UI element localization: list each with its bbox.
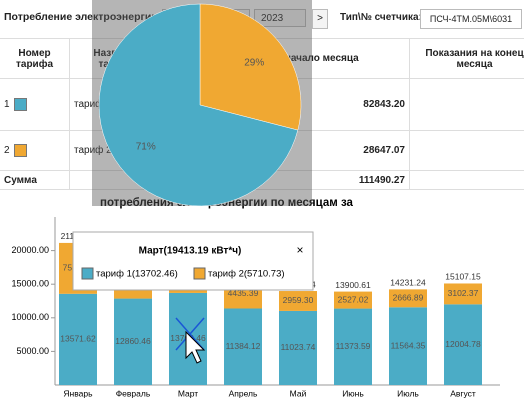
mouse-pointer: [185, 330, 206, 364]
x-tick-label: Июнь: [342, 388, 364, 398]
meter-select[interactable]: ПСЧ-4ТМ.05М\6031: [420, 9, 522, 29]
x-tick-label: Февраль: [116, 388, 151, 398]
bar-label: 13571.62: [60, 334, 96, 344]
total-label: 13900.61: [335, 280, 371, 290]
tariff-number: Сумма: [0, 171, 70, 190]
bar-label: 11373.59: [336, 341, 371, 351]
y-tick-label: 5000.00: [16, 346, 49, 356]
pie-slice: [98, 3, 299, 207]
pie-label: 29%: [244, 58, 264, 69]
next-button[interactable]: >: [312, 9, 328, 29]
legend-swatch: [193, 267, 206, 280]
reading-start: 28647.07: [165, 131, 410, 171]
bar-segment: [389, 307, 427, 385]
text: Сумма: [4, 174, 37, 186]
x-tick-label: Апрель: [229, 388, 258, 398]
text: 2: [4, 145, 10, 156]
tooltip: Март(19413.19 кВт*ч) × тариф 1(13702.46) та…: [72, 231, 314, 291]
bar-label: 12004.78: [445, 339, 481, 349]
reading-end: [410, 131, 524, 171]
tariff-number: 2: [0, 131, 70, 171]
pie-chart: 29% 71%: [92, 0, 312, 207]
bar-segment: [444, 283, 482, 305]
x-tick-label: Май: [290, 388, 307, 398]
period-label: Потребление электроэнергии за:: [4, 11, 176, 23]
bar-label: 11564.35: [391, 340, 426, 350]
year-select[interactable]: 2023: [254, 9, 306, 27]
tariff-number: 1: [0, 79, 70, 131]
bar-segment: [389, 289, 427, 308]
bar-segment: [279, 291, 317, 311]
y-tick-label: 15000.00: [11, 279, 49, 289]
reading-end: [410, 171, 524, 190]
bar-segment: [114, 298, 152, 385]
reading-end: [410, 79, 524, 131]
tooltip-title: Март(19413.19 кВт*ч): [139, 246, 242, 257]
bar-segment: [444, 304, 482, 385]
bar-label: 12860.46: [115, 336, 151, 346]
swatch: [13, 144, 27, 157]
x-tick-label: Март: [178, 388, 198, 398]
total-label: 15107.15: [445, 272, 481, 282]
tooltip-box: [72, 231, 314, 291]
bar-segment: [59, 293, 97, 385]
pie-label: 71%: [136, 142, 156, 153]
bar-label: 2959.30: [283, 295, 314, 305]
meter-label: Тип\№ счетчика:: [340, 12, 422, 23]
x-tick-label: Июль: [397, 388, 419, 398]
y-tick-label: 20000.00: [11, 245, 49, 255]
bar-segment: [224, 308, 262, 385]
bar-label: 3102.37: [448, 288, 479, 298]
bar-label: 11384.12: [226, 341, 261, 351]
bar-segment: [279, 310, 317, 385]
legend-swatch: [81, 267, 94, 280]
header-cell: Показания на конец месяца: [410, 39, 524, 79]
bar-segment: [334, 291, 372, 309]
bar-segment: [334, 308, 372, 385]
bar-label: 4435.39: [228, 288, 259, 298]
bar-label: 2527.02: [338, 294, 369, 304]
bar-label: 2666.89: [393, 293, 424, 303]
total-label: 14231.24: [390, 278, 426, 288]
reading-start: 111490.27: [165, 171, 410, 190]
text: 1: [4, 99, 10, 110]
pie-slice: [199, 3, 302, 131]
bar-label: 11023.74: [281, 342, 316, 352]
cursor-x: [175, 317, 205, 351]
cursor: [175, 317, 206, 364]
swatch: [13, 98, 27, 111]
legend-label: тариф 2(5710.73): [208, 269, 285, 280]
legend-label: тариф 1(13702.46): [96, 269, 178, 280]
y-tick-label: 10000.00: [11, 312, 49, 322]
x-tick-label: Январь: [63, 388, 93, 398]
x-tick-label: Август: [450, 388, 476, 398]
chart-title: потребления электроэнергии по месяцам за: [100, 197, 354, 209]
tooltip-close[interactable]: ×: [296, 243, 303, 257]
header-cell: Номер тарифа: [0, 39, 70, 79]
